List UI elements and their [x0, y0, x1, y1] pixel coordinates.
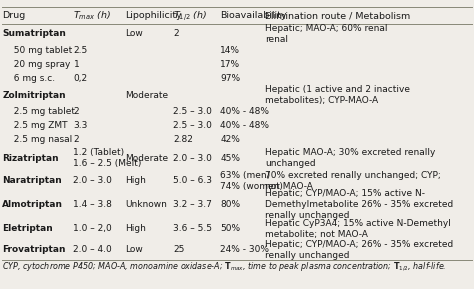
Text: 1.0 – 2,0: 1.0 – 2,0 — [73, 224, 112, 234]
Text: 2.5 – 3.0: 2.5 – 3.0 — [173, 107, 212, 116]
Text: Bioavailability: Bioavailability — [220, 11, 287, 20]
Text: 2: 2 — [73, 107, 79, 116]
Text: T$_{1/2}$ (h): T$_{1/2}$ (h) — [173, 9, 207, 23]
Text: Unknown: Unknown — [126, 200, 167, 209]
Text: Lipophilicity: Lipophilicity — [126, 11, 182, 20]
Text: T$_{max}$ (h): T$_{max}$ (h) — [73, 9, 111, 22]
Text: 14%: 14% — [220, 46, 240, 55]
Text: 70% excreted renally unchanged; CYP;
not MAO-A: 70% excreted renally unchanged; CYP; not… — [265, 171, 441, 191]
Text: Low: Low — [126, 245, 143, 254]
Text: 25: 25 — [173, 245, 184, 254]
Text: Eletriptan: Eletriptan — [2, 224, 53, 234]
Text: Almotriptan: Almotriptan — [2, 200, 64, 209]
Text: 1.4 – 3.8: 1.4 – 3.8 — [73, 200, 112, 209]
Text: 40% - 48%: 40% - 48% — [220, 121, 269, 130]
Text: Sumatriptan: Sumatriptan — [2, 29, 66, 38]
Text: Rizatriptan: Rizatriptan — [2, 154, 59, 163]
Text: Hepatic CyP3A4; 15% active N-Demethyl
metabolite; not MAO-A: Hepatic CyP3A4; 15% active N-Demethyl me… — [265, 219, 451, 239]
Text: 2: 2 — [73, 135, 79, 144]
Text: Moderate: Moderate — [126, 154, 169, 163]
Text: 1.2 (Tablet)
1.6 – 2.5 (Melt): 1.2 (Tablet) 1.6 – 2.5 (Melt) — [73, 148, 142, 168]
Text: 6 mg s.c.: 6 mg s.c. — [8, 74, 55, 83]
Text: Naratriptan: Naratriptan — [2, 176, 62, 185]
Text: 80%: 80% — [220, 200, 240, 209]
Text: 97%: 97% — [220, 74, 240, 83]
Text: 2.82: 2.82 — [173, 135, 193, 144]
Text: 2.5 mg ZMT: 2.5 mg ZMT — [8, 121, 68, 130]
Text: 45%: 45% — [220, 154, 240, 163]
Text: Hepatic; MAO-A; 60% renal
renal: Hepatic; MAO-A; 60% renal renal — [265, 24, 388, 44]
Text: 2.5 – 3.0: 2.5 – 3.0 — [173, 121, 212, 130]
Text: High: High — [126, 176, 146, 185]
Text: Frovatriptan: Frovatriptan — [2, 245, 66, 254]
Text: Low: Low — [126, 29, 143, 38]
Text: 50%: 50% — [220, 224, 240, 234]
Text: Zolmitriptan: Zolmitriptan — [2, 90, 66, 100]
Text: 24% - 30%: 24% - 30% — [220, 245, 269, 254]
Text: 1: 1 — [73, 60, 79, 69]
Text: Hepatic; CYP/MAO-A; 15% active N-
Demethylmetabolite 26% - 35% excreted
renally : Hepatic; CYP/MAO-A; 15% active N- Demeth… — [265, 189, 454, 220]
Text: 2: 2 — [173, 29, 179, 38]
Text: 40% - 48%: 40% - 48% — [220, 107, 269, 116]
Text: 63% (men)
74% (women): 63% (men) 74% (women) — [220, 171, 283, 191]
Text: CYP, cytochrome P450; MAO-A, monoamine oxidase-A; $\bf{T}$$_{max}$, time to peak: CYP, cytochrome P450; MAO-A, monoamine o… — [2, 261, 447, 273]
Text: 2.0 – 3.0: 2.0 – 3.0 — [173, 154, 212, 163]
Text: 2.5: 2.5 — [73, 46, 88, 55]
Text: 17%: 17% — [220, 60, 240, 69]
Text: 2.5 mg tablet: 2.5 mg tablet — [8, 107, 75, 116]
Text: Hepatic; CYP/MAO-A; 26% - 35% excreted
renally unchanged: Hepatic; CYP/MAO-A; 26% - 35% excreted r… — [265, 240, 454, 260]
Text: High: High — [126, 224, 146, 234]
Text: Moderate: Moderate — [126, 90, 169, 100]
Text: Hepatic MAO-A; 30% excreted renally
unchanged: Hepatic MAO-A; 30% excreted renally unch… — [265, 148, 436, 168]
Text: 2.0 – 3.0: 2.0 – 3.0 — [73, 176, 112, 185]
Text: Hepatic (1 active and 2 inactive
metabolites); CYP-MAO-A: Hepatic (1 active and 2 inactive metabol… — [265, 85, 410, 105]
Text: 50 mg tablet: 50 mg tablet — [8, 46, 73, 55]
Text: Elimination route / Metabolism: Elimination route / Metabolism — [265, 11, 410, 20]
Text: 0,2: 0,2 — [73, 74, 88, 83]
Text: 2.0 – 4.0: 2.0 – 4.0 — [73, 245, 112, 254]
Text: 3.6 – 5.5: 3.6 – 5.5 — [173, 224, 212, 234]
Text: 3.3: 3.3 — [73, 121, 88, 130]
Text: 3.2 – 3.7: 3.2 – 3.7 — [173, 200, 212, 209]
Text: 5.0 – 6.3: 5.0 – 6.3 — [173, 176, 212, 185]
Text: 42%: 42% — [220, 135, 240, 144]
Text: 20 mg spray: 20 mg spray — [8, 60, 71, 69]
Text: Drug: Drug — [2, 11, 26, 20]
Text: 2.5 mg nasal: 2.5 mg nasal — [8, 135, 73, 144]
